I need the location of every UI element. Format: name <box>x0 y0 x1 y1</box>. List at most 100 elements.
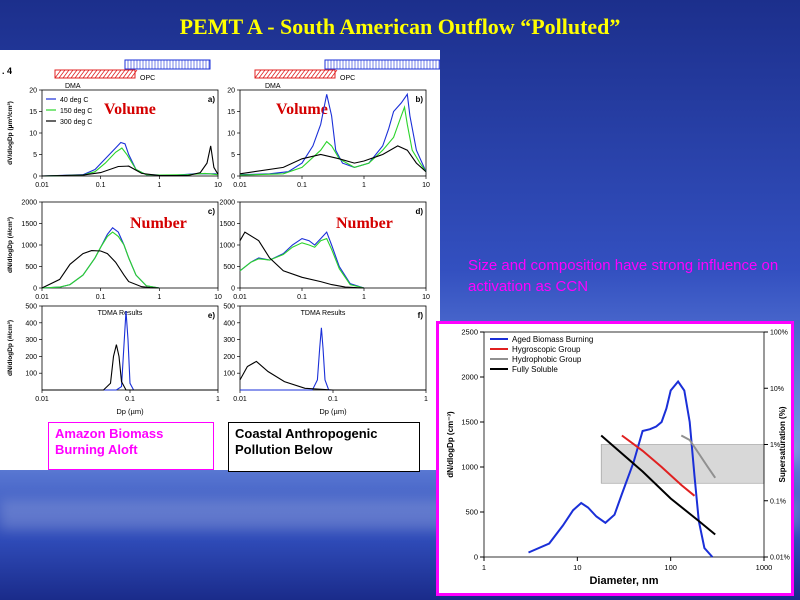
dma-hatch <box>90 69 98 79</box>
dma-hatch <box>302 69 310 79</box>
x-tick-label: 0.01 <box>233 396 247 403</box>
x-tick-label: 0.1 <box>96 182 106 189</box>
y-tick-label: 300 <box>25 337 37 344</box>
ccn-chart: 1 10 100 1000 0 500 1000 1500 2000 2500 0.01% 0.1% 1… <box>446 328 790 588</box>
panel-letter: f) <box>418 311 424 320</box>
y-tick-label: 2000 <box>21 200 37 207</box>
dma-hatch <box>266 69 274 79</box>
y-tick-label: 200 <box>223 354 235 361</box>
x-tick-label: 0.01 <box>233 182 247 189</box>
y-tick-label: 300 <box>223 337 235 344</box>
panel-letter: c) <box>208 207 215 216</box>
y2-tick-label: 0.01% <box>770 555 790 562</box>
legend-entry: Fully Soluble <box>512 365 558 374</box>
y2-tick-label: 1% <box>770 442 780 449</box>
dma-hatch <box>314 69 322 79</box>
y-axis-label: dN/dlogDp (#/cm³) <box>7 320 14 376</box>
series-line <box>239 105 427 176</box>
series-line <box>240 327 426 391</box>
series-line <box>680 434 717 479</box>
x-tick-label: 1 <box>482 563 486 572</box>
x-axis-label: Diameter, nm <box>589 575 658 587</box>
dma-hatch <box>118 69 126 79</box>
amazon-biomass-label: Amazon Biomass Burning Aloft <box>48 422 214 470</box>
figure-number: . 4 <box>2 66 12 76</box>
y-tick-label: 1000 <box>219 243 235 250</box>
series-line <box>239 231 365 289</box>
dma-hatch <box>298 69 306 79</box>
y-tick-label: 0 <box>474 553 478 562</box>
coastal-pollution-label: Coastal Anthropogenic Pollution Below <box>228 422 420 472</box>
x-tick-label: 10 <box>214 294 222 301</box>
x-tick-label: 1000 <box>756 563 773 572</box>
y-tick-label: 0 <box>33 174 37 181</box>
legend-entry: Hydrophobic Group <box>512 355 582 364</box>
dma-label: DMA <box>265 83 281 90</box>
slide-title: PEMT A - South American Outflow “Pollute… <box>179 14 621 39</box>
y-tick-label: 1500 <box>219 221 235 228</box>
legend-entry: Aged Biomass Burning <box>512 335 593 344</box>
dma-hatch <box>278 69 286 79</box>
y-tick-label: 20 <box>227 88 235 95</box>
panel-f: 0.01 0.1 1 100 200 300 400 500 Dp (µm) f) TDMA Res… <box>223 304 428 417</box>
legend-entry: 150 deg C <box>60 108 92 115</box>
dma-hatch <box>74 69 82 79</box>
y-tick-label: 400 <box>223 320 235 327</box>
dma-hatch <box>70 69 78 79</box>
x-tick-label: 1 <box>157 182 161 189</box>
dma-hatch <box>274 69 282 79</box>
y-tick-label: 100 <box>223 371 235 378</box>
x-axis-label: Dp (µm) <box>116 407 144 416</box>
series-line <box>41 250 160 289</box>
dma-hatch <box>270 69 278 79</box>
y-tick-label: 10 <box>29 131 37 138</box>
y-tick-label: 20 <box>29 88 37 95</box>
series-line <box>239 360 426 391</box>
y-axis-label: dV/dlogDp (µm³/cm³) <box>7 101 14 165</box>
dma-hatch <box>290 69 298 79</box>
y2-axis-label: Supersaturation (%) <box>778 406 787 482</box>
panel-title: TDMA Results <box>301 310 346 317</box>
dma-hatch <box>310 69 318 79</box>
series-line <box>528 379 714 558</box>
y-tick-label: 2000 <box>219 200 235 207</box>
series-line <box>41 147 219 177</box>
multi-panel-figure: . 4 OPC DMA OPC DMA 0.01 0.1 1 10 0 5 10 15 20 dV/dlog… <box>0 50 440 470</box>
dma-hatch <box>286 69 294 79</box>
y-tick-label: 200 <box>25 354 37 361</box>
dma-range-bar <box>54 69 136 79</box>
panel-title: TDMA Results <box>98 310 143 317</box>
panel-b: 0.01 0.1 1 10 0 5 10 15 20 b) Volume <box>227 88 430 190</box>
overlay-label: Volume <box>276 101 328 118</box>
series-line <box>42 344 218 391</box>
ccn-annotation: Size and composition have strong influen… <box>468 257 779 295</box>
y-tick-label: 500 <box>465 508 478 517</box>
dma-hatch <box>126 69 134 79</box>
supersaturation-band <box>600 444 765 484</box>
x-tick-label: 0.1 <box>96 294 106 301</box>
y-tick-label: 500 <box>223 304 235 311</box>
y-tick-label: 1500 <box>461 418 478 427</box>
panel-a: 0.01 0.1 1 10 0 5 10 15 20 dV/dlogDp (µm³/cm³) a) V… <box>7 88 222 190</box>
y-tick-label: 500 <box>25 304 37 311</box>
panel-letter: a) <box>208 95 215 104</box>
series-line <box>239 92 427 176</box>
series-line <box>600 434 716 536</box>
dma-hatch <box>258 69 266 79</box>
x-tick-label: 10 <box>422 182 430 189</box>
dma-hatch <box>78 69 86 79</box>
x-tick-label: 100 <box>664 563 677 572</box>
legend-entry: 40 deg C <box>60 97 88 104</box>
x-tick-label: 0.1 <box>297 294 307 301</box>
overlay-label: Number <box>336 215 393 232</box>
x-tick-label: 1 <box>362 182 366 189</box>
dma-hatch <box>82 69 90 79</box>
dma-hatch <box>254 69 262 79</box>
y-tick-label: 1500 <box>21 221 37 228</box>
y-tick-label: 5 <box>231 152 235 159</box>
x-tick-label: 10 <box>214 182 222 189</box>
x-axis-label: Dp (µm) <box>319 407 347 416</box>
y-axis-label: dN/dlogDp (cm⁻³) <box>446 411 455 478</box>
y-tick-label: 15 <box>227 109 235 116</box>
y-tick-label: 2500 <box>461 328 478 337</box>
